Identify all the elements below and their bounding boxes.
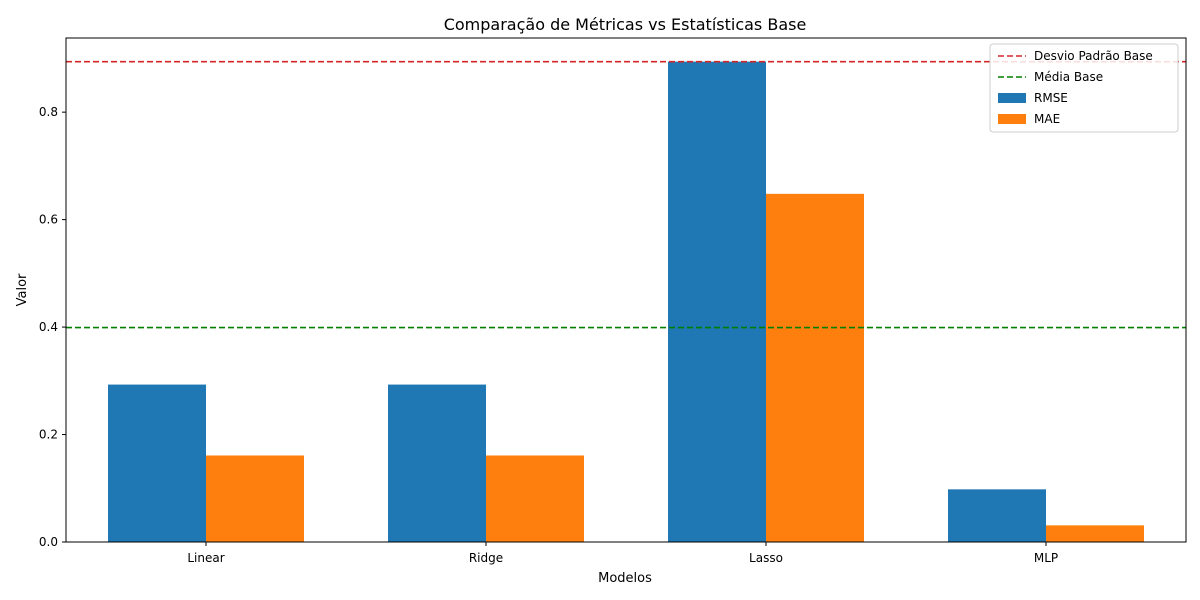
bar-rmse-linear: [108, 384, 206, 542]
y-tick-label: 0.4: [39, 320, 58, 334]
x-axis-label: Modelos: [598, 571, 652, 586]
y-tick-label: 0.8: [39, 105, 58, 119]
legend-label: Média Base: [1034, 70, 1103, 84]
legend-label: RMSE: [1034, 91, 1068, 105]
x-tick-label: MLP: [1034, 551, 1058, 565]
legend-label: Desvio Padrão Base: [1034, 49, 1153, 63]
legend-swatch-rmse: [998, 93, 1026, 103]
y-tick-label: 0.6: [39, 213, 58, 227]
y-tick-label: 0.2: [39, 428, 58, 442]
plot-frame: [65, 37, 1187, 543]
legend-label: MAE: [1034, 112, 1060, 126]
legend: Desvio Padrão Base Média Base RMSE MAE: [989, 43, 1179, 133]
legend-swatch-mae: [998, 114, 1026, 124]
chart-title: Comparação de Métricas vs Estatísticas B…: [444, 15, 807, 34]
plot-area: 0.0 0.2 0.4 0.6 0.8 Linear Ridge Lasso MLP: [39, 37, 1187, 565]
bar-mae-mlp: [1046, 525, 1144, 542]
x-tick-label: Lasso: [749, 551, 783, 565]
x-tick-label: Linear: [187, 551, 224, 565]
bar-mae-lasso: [766, 193, 864, 542]
y-axis-label: Valor: [15, 273, 30, 306]
legend-box: [989, 43, 1179, 133]
x-tick-label: Ridge: [469, 551, 503, 565]
y-tick-label: 0.0: [39, 535, 58, 549]
bar-mae-linear: [206, 455, 304, 542]
bar-mae-ridge: [486, 455, 584, 542]
bar-rmse-mlp: [948, 489, 1046, 542]
bar-rmse-lasso: [668, 61, 766, 543]
bar-rmse-ridge: [388, 384, 486, 542]
